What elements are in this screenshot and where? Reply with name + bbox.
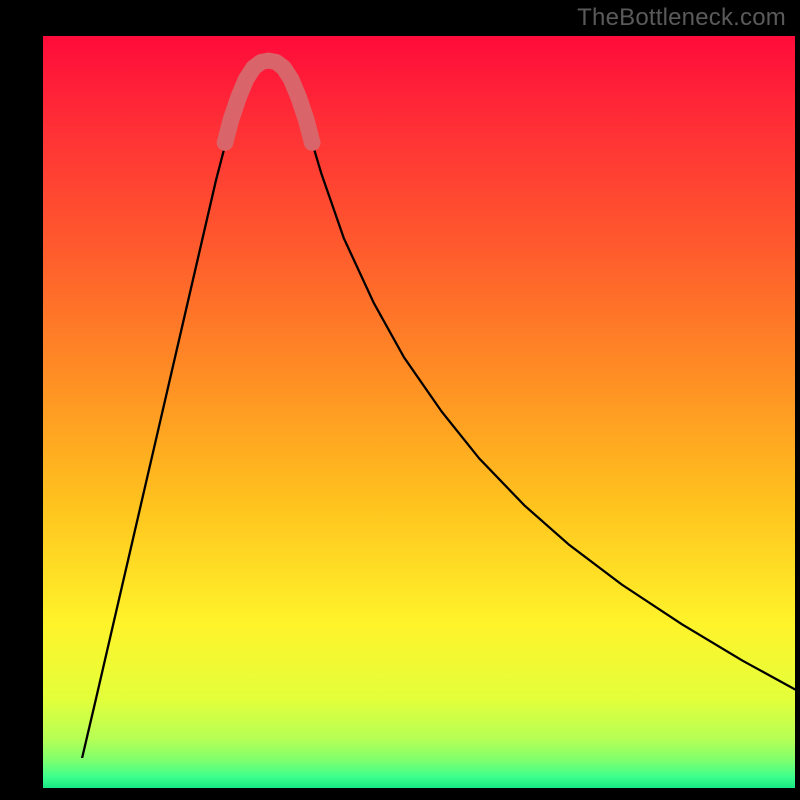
- highlight-v-segment: [225, 61, 312, 143]
- outer-frame: TheBottleneck.com: [0, 0, 800, 800]
- bottleneck-curve: [82, 61, 795, 758]
- watermark-label: TheBottleneck.com: [577, 4, 786, 32]
- plot-area: [43, 36, 795, 758]
- curves-layer: [43, 36, 795, 758]
